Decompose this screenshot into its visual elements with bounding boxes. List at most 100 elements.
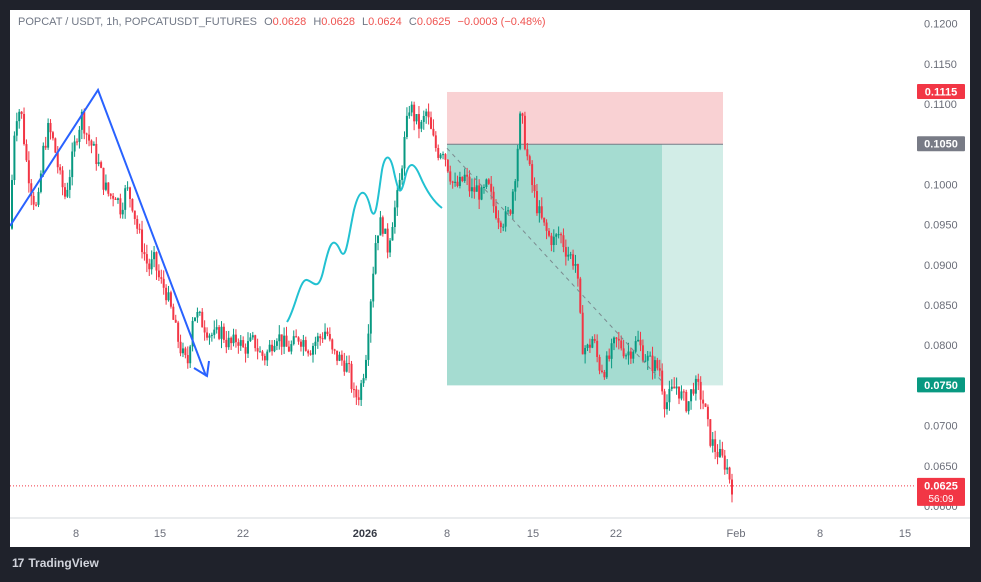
candle-body (218, 327, 221, 339)
candle-body (177, 322, 180, 342)
candle-body (141, 229, 144, 253)
candle-body (261, 351, 264, 356)
candle-body (357, 397, 360, 400)
take-profit-zone-filled[interactable] (447, 144, 662, 386)
candle-body (35, 204, 38, 206)
candle-body (694, 378, 697, 394)
candle-body (189, 346, 192, 364)
symbol-label[interactable]: POPCAT / USDT, 1h, POPCATUSDT_FUTURES (18, 16, 257, 28)
candle-body (11, 180, 13, 229)
candle-body (362, 378, 365, 384)
candle-body (328, 333, 331, 340)
price-tag-label: 0.0625 (924, 480, 958, 492)
candle-body (449, 171, 452, 182)
candle-body (608, 355, 611, 359)
candle-body (145, 254, 148, 264)
candle-body (321, 338, 324, 340)
position-dashed-line (446, 147, 663, 382)
candle-body (169, 292, 172, 307)
candle-body (605, 355, 608, 378)
price-tag[interactable] (917, 377, 965, 393)
drawings[interactable] (10, 87, 915, 487)
candle-body (324, 331, 327, 339)
candle-body (678, 386, 681, 399)
price-tag[interactable] (917, 136, 965, 152)
candle-body (533, 185, 536, 192)
candle-body (271, 344, 274, 352)
candle-body (312, 345, 315, 355)
candle-body (670, 386, 673, 389)
chart-canvas[interactable]: 0.1200 0.1150 0.1100 0.1050 0.1000 0.0950 0.09… (10, 10, 970, 547)
zigzag-line[interactable] (10, 87, 207, 377)
candle-body (222, 326, 225, 340)
candle-body (567, 254, 570, 257)
candle-body (367, 333, 370, 360)
candle-body (470, 187, 473, 192)
candle-body (427, 111, 430, 118)
candle-body (716, 451, 719, 458)
footer-brand[interactable]: 17 TradingView (12, 556, 99, 570)
candle-body (273, 345, 276, 352)
candle-body (629, 351, 632, 359)
candle-body (610, 343, 613, 359)
candle-body (47, 122, 50, 148)
stop-loss-zone[interactable] (447, 91, 723, 145)
candle-body (355, 389, 358, 398)
price-axis[interactable]: 0.1200 0.1150 0.1100 0.1050 0.1000 0.0950 0.09… (917, 19, 965, 513)
candle-body (61, 170, 64, 188)
candle-body (246, 341, 249, 354)
candle-body (54, 138, 57, 153)
candle-body (220, 326, 223, 339)
candle-body (379, 217, 382, 236)
candle-body (196, 311, 199, 318)
candle-body (487, 179, 490, 184)
candle-body (295, 336, 298, 338)
price-tag[interactable] (917, 477, 965, 506)
candle-body (18, 111, 21, 122)
take-profit-zone-open[interactable] (662, 144, 723, 386)
candle-body (632, 351, 635, 359)
candle-body (528, 156, 531, 165)
candle-body (661, 370, 664, 392)
candle-body (133, 210, 136, 219)
candle-body (88, 134, 91, 141)
candle-body (42, 145, 45, 174)
candle-body (59, 167, 62, 171)
candle-body (526, 149, 529, 157)
open-label: O (264, 16, 273, 28)
candle-body (85, 133, 88, 135)
time-axis[interactable]: 8 15 22 2026 8 15 22 Feb 8 15 (10, 517, 970, 540)
candle-body (634, 341, 637, 352)
candle-body (372, 273, 375, 302)
candle-body (646, 355, 649, 361)
candle-body (557, 234, 560, 236)
candle-body (687, 401, 690, 412)
candle-body (97, 162, 100, 165)
candle-body (704, 403, 707, 407)
candle-body (30, 183, 33, 196)
projection-path[interactable] (286, 156, 443, 323)
candle-body (116, 198, 119, 200)
price-tag-label: 0.0750 (924, 380, 958, 392)
candle-body (699, 381, 702, 400)
candle-body (653, 360, 656, 372)
candle-body (410, 104, 413, 113)
price-tag[interactable] (917, 83, 965, 99)
candle-body (639, 339, 642, 346)
candle-body (213, 329, 216, 335)
candle-body (126, 187, 129, 189)
candle-body (591, 338, 594, 348)
open-value: 0.0628 (272, 16, 307, 28)
candle-body (121, 209, 124, 215)
candle-body (560, 234, 563, 236)
candle-body (690, 389, 693, 402)
candle-body (731, 479, 733, 495)
candle-body (405, 115, 408, 137)
position-zones[interactable] (447, 91, 723, 386)
candle-body (680, 391, 683, 399)
candle-body (637, 339, 640, 342)
candle-body (333, 349, 336, 351)
chart-panel[interactable]: 0.1200 0.1150 0.1100 0.1050 0.1000 0.0950 0.09… (10, 10, 970, 547)
candle-body (297, 337, 300, 342)
candle-body (109, 193, 112, 196)
